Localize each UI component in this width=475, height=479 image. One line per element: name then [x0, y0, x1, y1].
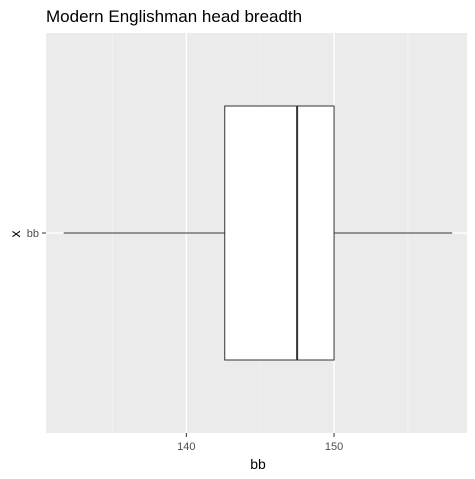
chart-title: Modern Englishman head breadth [46, 7, 302, 26]
y-tick-label: bb [27, 228, 39, 240]
x-tick-label: 140 [177, 441, 195, 453]
y-axis-title: x [7, 231, 23, 238]
marks-layer [63, 105, 453, 361]
box-iqr [224, 105, 335, 361]
x-axis-title: bb [250, 456, 266, 472]
axis-layer: 140 150 bb [27, 228, 343, 453]
x-tick-label: 150 [325, 441, 343, 453]
